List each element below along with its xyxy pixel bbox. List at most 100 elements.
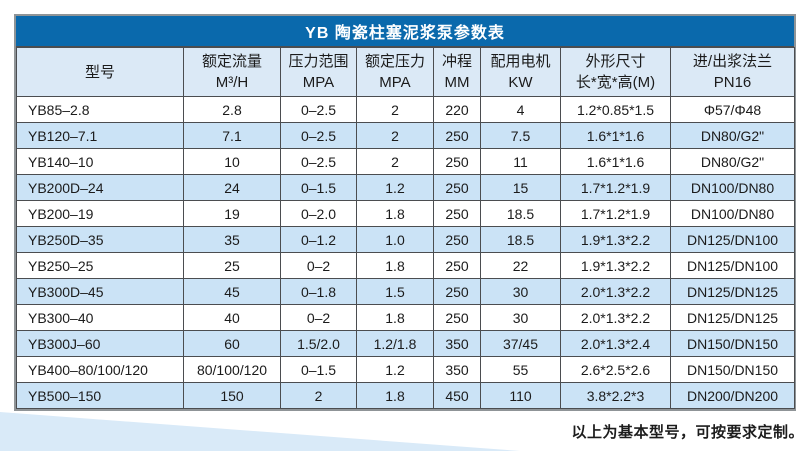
table-title: YB 陶瓷柱塞泥浆泵参数表 xyxy=(16,16,794,47)
value-cell: 0–1.5 xyxy=(280,356,357,383)
value-cell: 250 xyxy=(433,174,481,201)
header-cell: 外形尺寸 长*宽*高(M) xyxy=(560,47,671,97)
value-cell: 0–2.5 xyxy=(280,122,357,149)
table-row: YB200D–24 24 0–1.5 1.2 250 15 1.7*1.2*1.9 DN100… xyxy=(16,174,795,201)
value-cell: 4 xyxy=(480,96,561,123)
value-cell: 220 xyxy=(433,96,481,123)
value-cell: DN150/DN150 xyxy=(670,356,795,383)
value-cell: 30 xyxy=(480,304,561,331)
table-row: YB120–7.1 7.1 0–2.5 2 250 7.5 1.6*1*1.6 DN80/G2… xyxy=(16,122,795,149)
header-cell: 压力范围 MPA xyxy=(280,47,357,97)
value-cell: 250 xyxy=(433,122,481,149)
value-cell: DN150/DN150 xyxy=(670,330,795,357)
model-cell: YB300–40 xyxy=(16,304,184,331)
value-cell: 350 xyxy=(433,356,481,383)
table-row: YB200–19 19 0–2.0 1.8 250 18.5 1.7*1.2*1.9 DN10… xyxy=(16,200,795,227)
pump-spec-table: YB 陶瓷柱塞泥浆泵参数表 型号 额定流量 M³/H 压力范围 MPA 额定压力 MPA 冲程… xyxy=(14,14,796,411)
value-cell: 1.8 xyxy=(356,200,434,227)
value-cell: 110 xyxy=(480,382,561,409)
value-cell: DN125/DN100 xyxy=(670,252,795,279)
value-cell: 1.8 xyxy=(356,382,434,409)
value-cell: 250 xyxy=(433,200,481,227)
model-cell: YB140–10 xyxy=(16,148,184,175)
value-cell: 18.5 xyxy=(480,226,561,253)
table-row: YB300J–60 60 1.5/2.0 1.2/1.8 350 37/45 2.0*1.3… xyxy=(16,330,795,357)
value-cell: 10 xyxy=(183,148,281,175)
value-cell: 7.5 xyxy=(480,122,561,149)
value-cell: 250 xyxy=(433,278,481,305)
value-cell: 0–2 xyxy=(280,252,357,279)
table-row: YB250–25 25 0–2 1.8 250 22 1.9*1.3*2.2 DN125/DN… xyxy=(16,252,795,279)
decorative-wedge xyxy=(0,412,520,451)
table-body: YB85–2.8 2.8 0–2.5 2 220 4 1.2*0.85*1.5 Φ57/Φ48… xyxy=(16,96,795,409)
value-cell: 1.9*1.3*2.2 xyxy=(560,226,671,253)
model-cell: YB200D–24 xyxy=(16,174,184,201)
value-cell: 2 xyxy=(280,382,357,409)
value-cell: 0–2 xyxy=(280,304,357,331)
value-cell: 25 xyxy=(183,252,281,279)
value-cell: 2.0*1.3*2.2 xyxy=(560,304,671,331)
value-cell: 2.0*1.3*2.4 xyxy=(560,330,671,357)
table-row: YB300D–45 45 0–1.8 1.5 250 30 2.0*1.3*2.2 DN125… xyxy=(16,278,795,305)
value-cell: 2.6*2.5*2.6 xyxy=(560,356,671,383)
value-cell: 3.8*2.2*3 xyxy=(560,382,671,409)
value-cell: 0–1.5 xyxy=(280,174,357,201)
value-cell: 1.2*0.85*1.5 xyxy=(560,96,671,123)
value-cell: DN200/DN200 xyxy=(670,382,795,409)
footer-note: 以上为基本型号，可按要求定制。 xyxy=(571,424,804,441)
value-cell: 0–2.5 xyxy=(280,148,357,175)
value-cell: 450 xyxy=(433,382,481,409)
value-cell: 2 xyxy=(356,148,434,175)
value-cell: 1.2 xyxy=(356,174,434,201)
header-row: 型号 额定流量 M³/H 压力范围 MPA 额定压力 MPA 冲程 MM 配用电机 KW 外形尺寸 长*… xyxy=(16,47,795,97)
value-cell: DN125/DN125 xyxy=(670,304,795,331)
value-cell: 0–1.8 xyxy=(280,278,357,305)
value-cell: 60 xyxy=(183,330,281,357)
header-cell: 型号 xyxy=(16,47,184,97)
header-cell: 进/出浆法兰 PN16 xyxy=(670,47,795,97)
value-cell: 55 xyxy=(480,356,561,383)
value-cell: 37/45 xyxy=(480,330,561,357)
value-cell: 0–2.5 xyxy=(280,96,357,123)
value-cell: 1.0 xyxy=(356,226,434,253)
value-cell: 150 xyxy=(183,382,281,409)
value-cell: 1.7*1.2*1.9 xyxy=(560,200,671,227)
value-cell: 1.5 xyxy=(356,278,434,305)
value-cell: 250 xyxy=(433,226,481,253)
value-cell: Φ57/Φ48 xyxy=(670,96,795,123)
value-cell: 1.2 xyxy=(356,356,434,383)
value-cell: 24 xyxy=(183,174,281,201)
parameter-table: 型号 额定流量 M³/H 压力范围 MPA 额定压力 MPA 冲程 MM 配用电机 KW 外形尺寸 长*… xyxy=(16,47,795,409)
value-cell: 30 xyxy=(480,278,561,305)
value-cell: DN80/G2" xyxy=(670,122,795,149)
value-cell: 80/100/120 xyxy=(183,356,281,383)
value-cell: 40 xyxy=(183,304,281,331)
value-cell: 1.8 xyxy=(356,304,434,331)
header-cell: 额定流量 M³/H xyxy=(183,47,281,97)
value-cell: DN125/DN100 xyxy=(670,226,795,253)
model-cell: YB85–2.8 xyxy=(16,96,184,123)
value-cell: DN100/DN80 xyxy=(670,174,795,201)
model-cell: YB500–150 xyxy=(16,382,184,409)
value-cell: DN125/DN125 xyxy=(670,278,795,305)
value-cell: 250 xyxy=(433,304,481,331)
value-cell: 250 xyxy=(433,148,481,175)
value-cell: 15 xyxy=(480,174,561,201)
value-cell: 1.8 xyxy=(356,252,434,279)
model-cell: YB250D–35 xyxy=(16,226,184,253)
table-row: YB140–10 10 0–2.5 2 250 11 1.6*1*1.6 DN80/G2" xyxy=(16,148,795,175)
value-cell: 2 xyxy=(356,96,434,123)
value-cell: 45 xyxy=(183,278,281,305)
value-cell: DN100/DN80 xyxy=(670,200,795,227)
table-row: YB500–150 150 2 1.8 450 110 3.8*2.2*3 DN200/DN2… xyxy=(16,382,795,409)
value-cell: 2.8 xyxy=(183,96,281,123)
value-cell: 250 xyxy=(433,252,481,279)
value-cell: 22 xyxy=(480,252,561,279)
value-cell: 0–2.0 xyxy=(280,200,357,227)
model-cell: YB300J–60 xyxy=(16,330,184,357)
value-cell: 19 xyxy=(183,200,281,227)
table-row: YB400–80/100/120 80/100/120 0–1.5 1.2 350 55 2… xyxy=(16,356,795,383)
value-cell: 1.2/1.8 xyxy=(356,330,434,357)
model-cell: YB120–7.1 xyxy=(16,122,184,149)
value-cell: 350 xyxy=(433,330,481,357)
